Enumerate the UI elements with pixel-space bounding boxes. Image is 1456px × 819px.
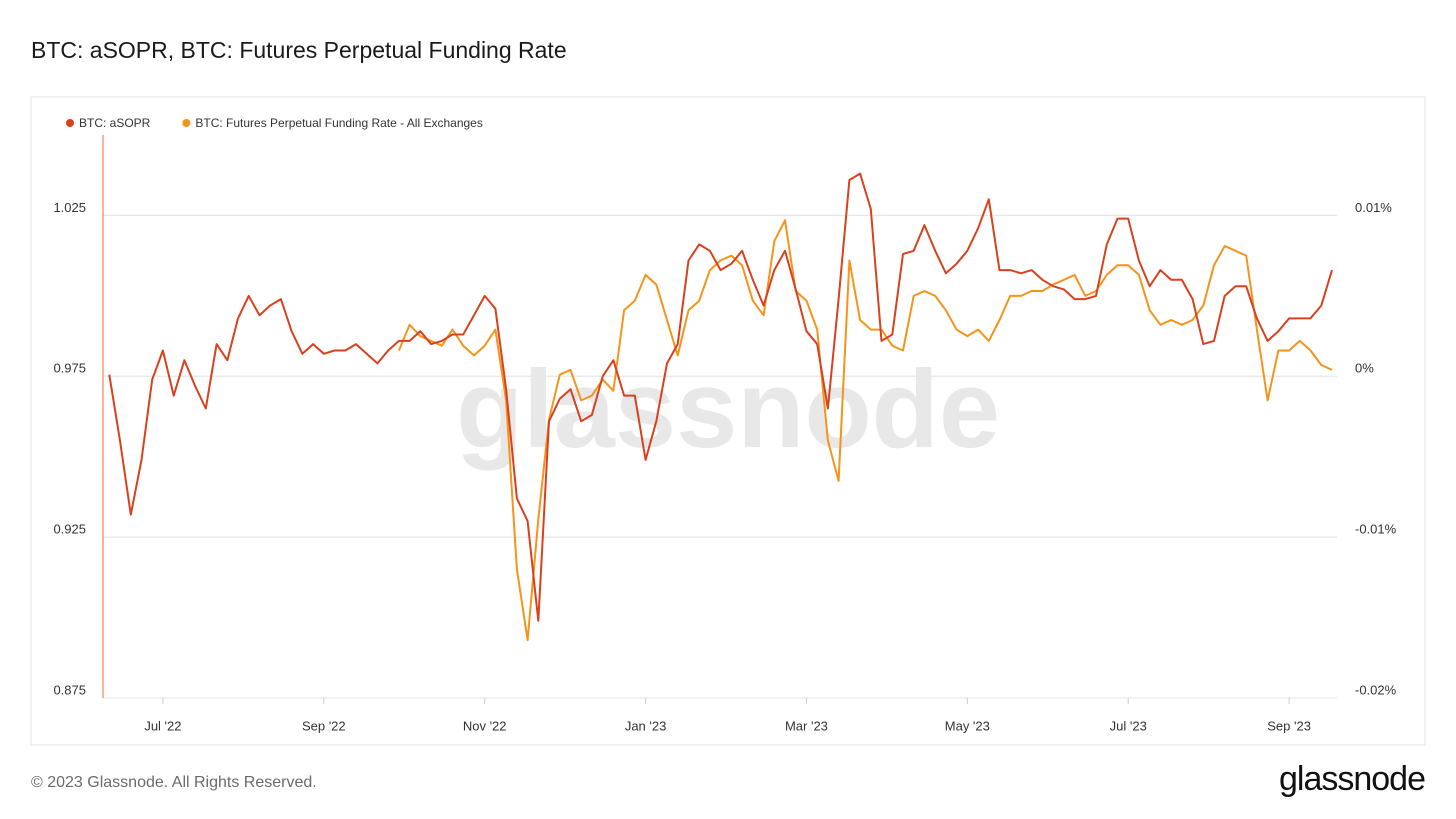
y-tick-label: 1.025 <box>53 200 86 215</box>
y-tick-label: 0.925 <box>53 522 86 537</box>
y-tick-label: 0.975 <box>53 361 86 376</box>
y2-tick-label: 0.01% <box>1355 200 1392 215</box>
legend-label: BTC: Futures Perpetual Funding Rate - Al… <box>195 116 482 130</box>
y2-tick-label: -0.02% <box>1355 682 1397 697</box>
x-tick-label: Sep '23 <box>1267 718 1311 733</box>
chart-frame <box>30 96 1426 746</box>
x-tick-label: Jan '23 <box>625 718 667 733</box>
x-tick-label: Nov '22 <box>463 718 507 733</box>
legend-swatch <box>182 119 191 127</box>
x-tick-label: Jul '22 <box>144 718 181 733</box>
y2-tick-label: 0% <box>1355 361 1374 376</box>
x-tick-label: Mar '23 <box>785 718 828 733</box>
series-line <box>108 172 1333 622</box>
legend-label: BTC: aSOPR <box>79 116 151 130</box>
logo: glassnode <box>1279 760 1425 798</box>
y-tick-label: 0.875 <box>53 682 86 697</box>
watermark: glassnode <box>456 348 1000 471</box>
series-line <box>397 219 1333 642</box>
legend-swatch <box>66 119 74 127</box>
copyright: © 2023 Glassnode. All Rights Reserved. <box>31 774 317 791</box>
y2-tick-label: -0.01% <box>1355 522 1397 537</box>
x-tick-label: Jul '23 <box>1110 718 1147 733</box>
x-tick-label: May '23 <box>945 718 990 733</box>
x-tick-label: Sep '22 <box>302 718 346 733</box>
chart-title: BTC: aSOPR, BTC: Futures Perpetual Fundi… <box>31 37 567 63</box>
